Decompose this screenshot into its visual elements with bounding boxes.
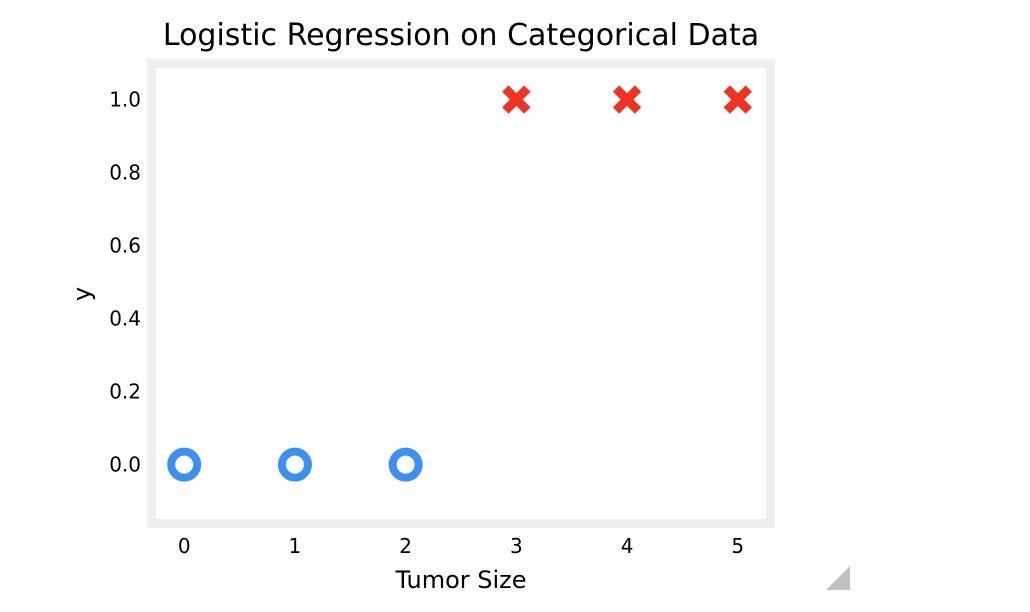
plot-frame	[147, 59, 775, 528]
data-point-x	[502, 85, 531, 114]
y-tick-label: 0.0	[109, 453, 141, 477]
y-tick-label: 1.0	[109, 88, 141, 112]
y-tick-label: 0.6	[109, 234, 141, 258]
y-axis-ticks: 0.0 0.2 0.4 0.6 0.8 1.0	[109, 88, 141, 477]
chart-title: Logistic Regression on Categorical Data	[163, 18, 759, 53]
data-point-x	[723, 85, 752, 114]
x-tick-label: 4	[621, 534, 634, 558]
y-axis-label: y	[68, 287, 96, 301]
x-tick-label: 5	[731, 534, 744, 558]
data-point-x	[612, 85, 642, 114]
x-axis-ticks: 0 1 2 3 4 5	[178, 534, 744, 558]
y-tick-label: 0.4	[109, 307, 141, 331]
x-tick-label: 1	[289, 534, 302, 558]
y-tick-label: 0.2	[109, 380, 141, 404]
data-point-circle	[277, 447, 312, 482]
data-point-circle	[388, 447, 423, 482]
y-tick-label: 0.8	[109, 161, 141, 185]
resize-handle-icon[interactable]	[826, 566, 850, 590]
data-point-circle	[167, 447, 202, 482]
x-tick-label: 0	[178, 534, 191, 558]
x-tick-label: 2	[399, 534, 412, 558]
x-axis-label: Tumor Size	[394, 566, 526, 594]
x-tick-label: 3	[510, 534, 523, 558]
data-points	[167, 85, 752, 482]
